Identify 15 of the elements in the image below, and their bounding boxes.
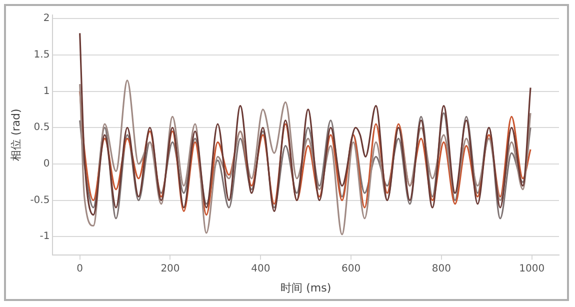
y-tick-label: 2 — [43, 13, 50, 24]
y-tick-label: 1 — [43, 86, 50, 97]
y-tick-label: -0.5 — [30, 194, 50, 206]
x-tick-label: 1000 — [519, 263, 545, 274]
y-tick-label: -1 — [40, 231, 50, 242]
x-tick-label: 0 — [76, 263, 84, 274]
x-axis-title: 时间 (ms) — [280, 281, 332, 294]
y-tick-label: 0 — [43, 158, 50, 170]
x-tick-label: 600 — [342, 263, 361, 274]
x-tick-label: 200 — [160, 263, 180, 274]
y-axis-title: 相位 (rad) — [9, 108, 22, 162]
x-tick-label: 800 — [432, 263, 452, 274]
y-tick-label: 1.5 — [34, 50, 50, 61]
y-tick-label: 0.5 — [34, 122, 50, 134]
x-tick-label: 400 — [251, 263, 270, 274]
